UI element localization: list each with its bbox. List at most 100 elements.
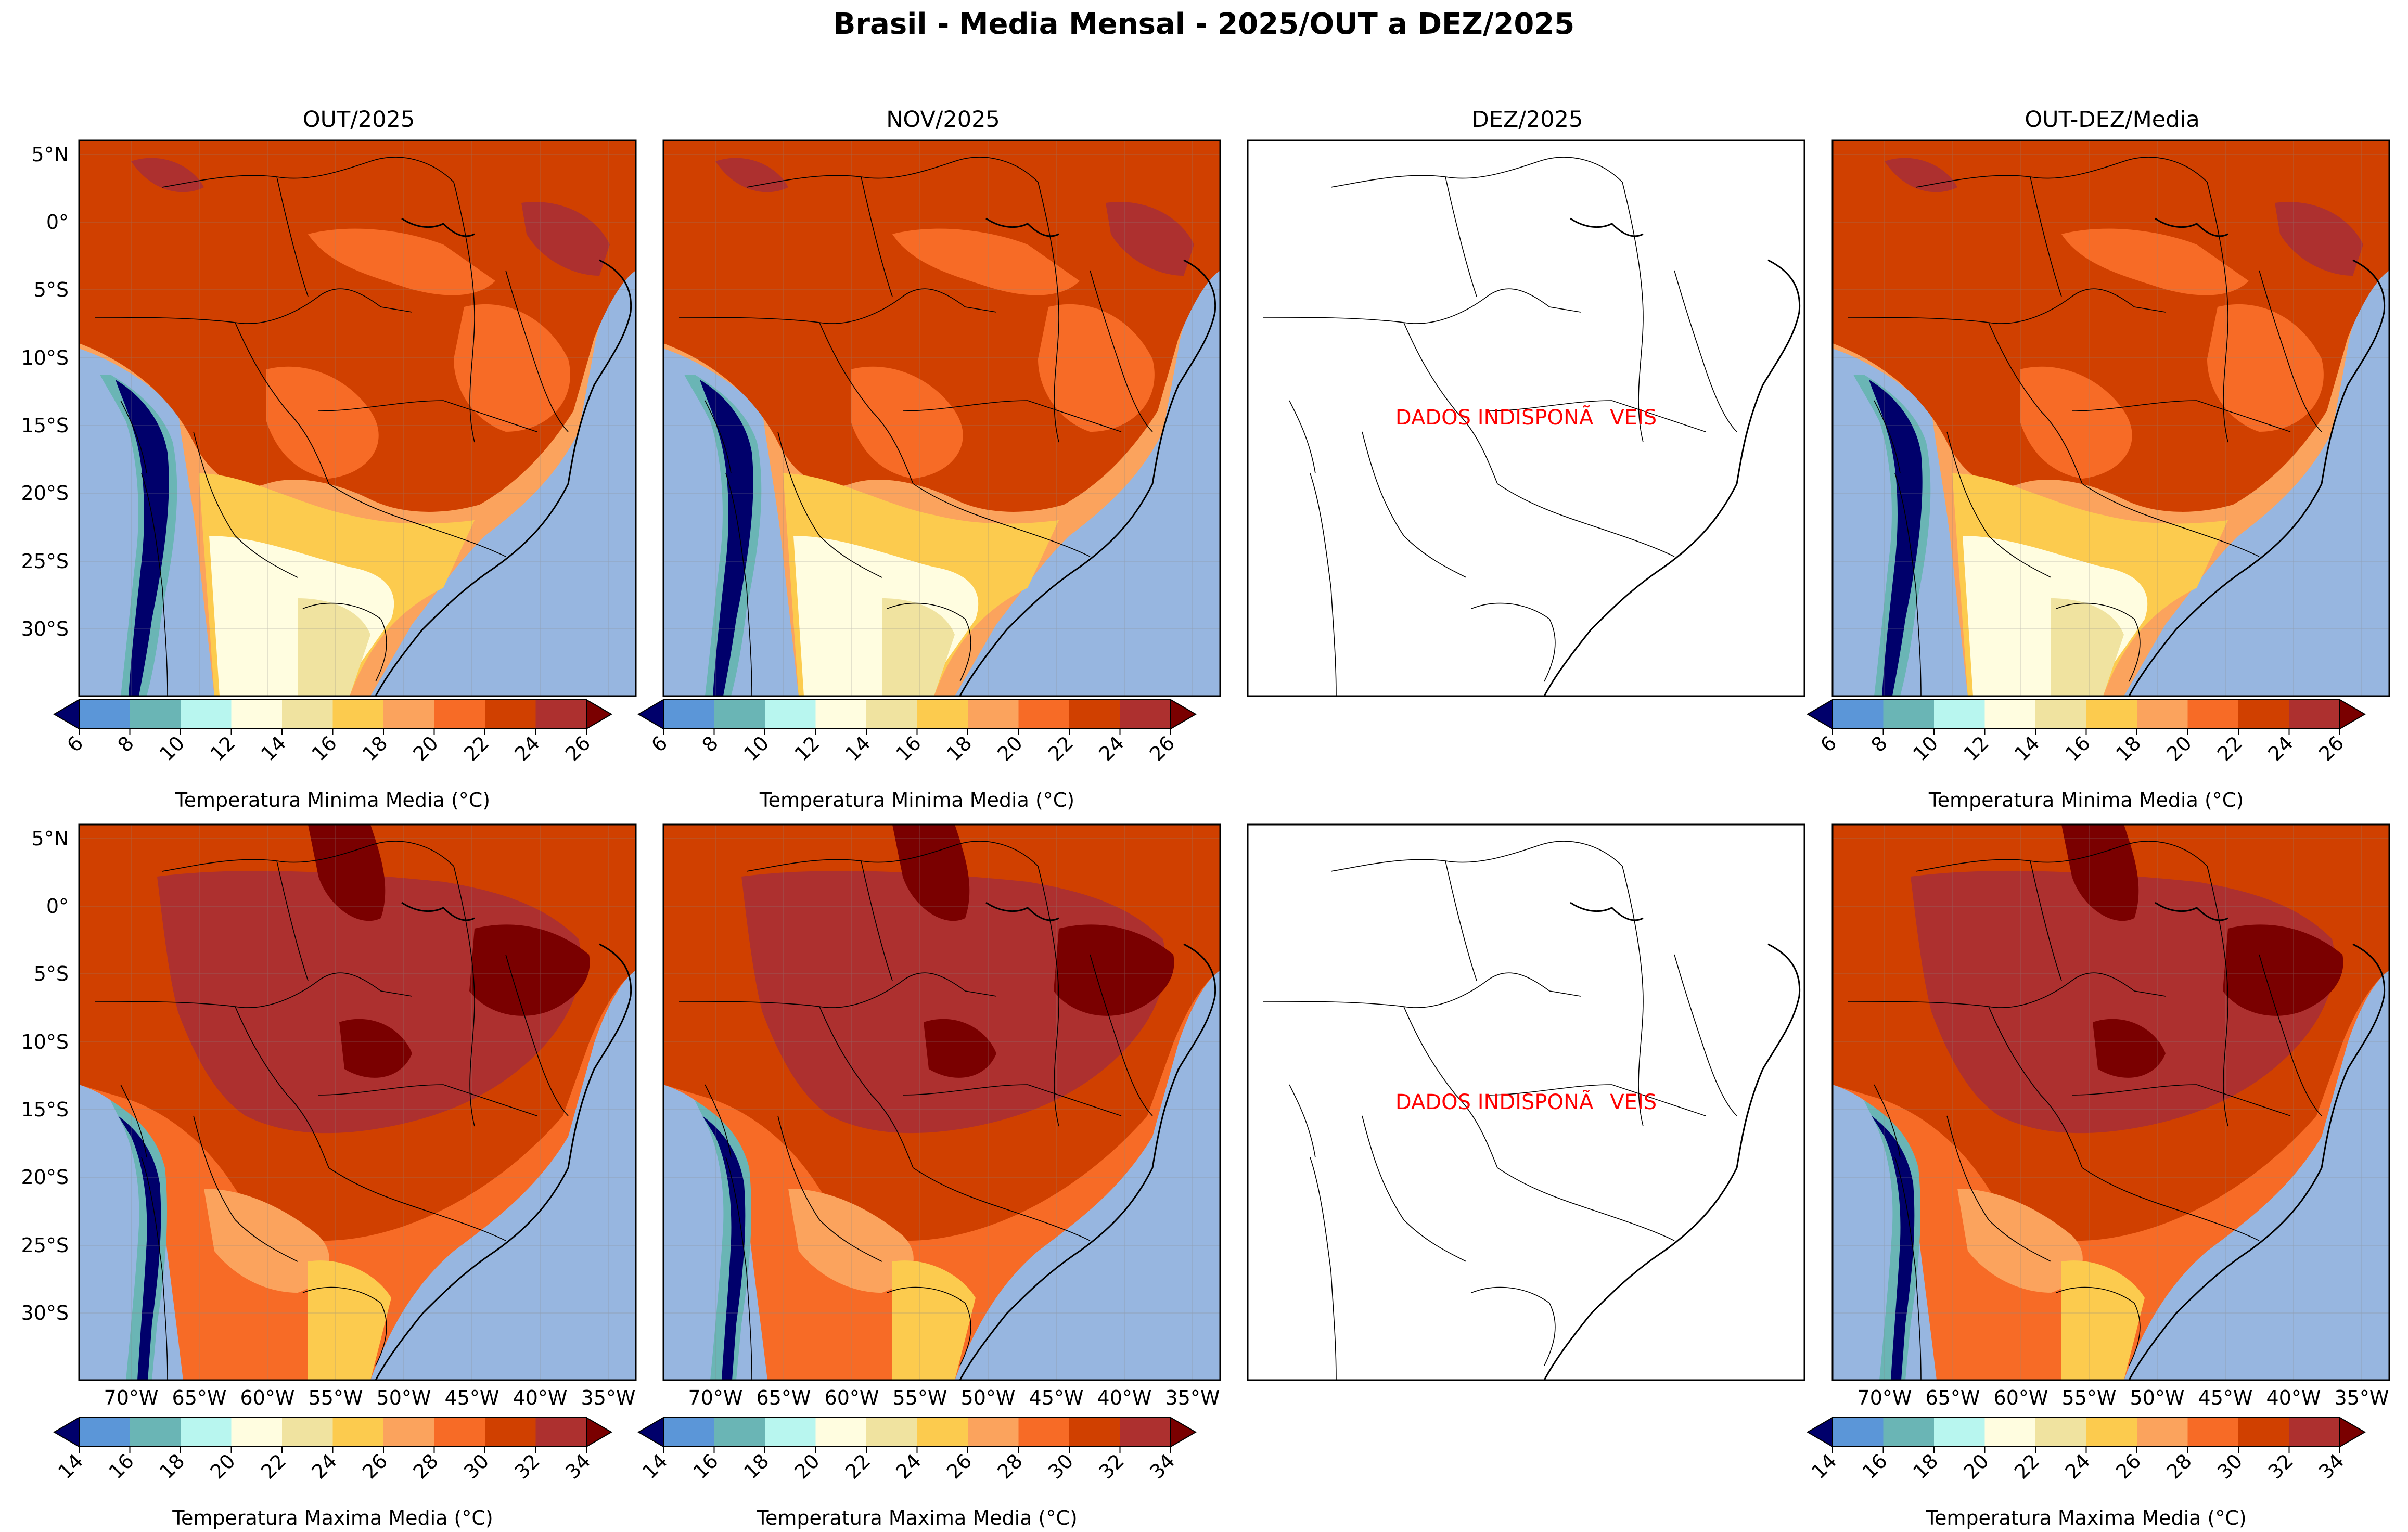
lon-tick-label: 50°W [377,1386,431,1409]
colorbar-tick-label: 18 [1909,1449,1942,1483]
colorbar-segment [1984,700,2036,729]
colorbar-segment [1018,1418,1070,1447]
colorbar-tick-label: 20 [206,1449,240,1483]
colorbar-tick-label: 26 [358,1449,392,1483]
colorbar: 14 16 18 20 22 24 26 28 30 32 34 Temperatura Maxima… [637,1417,1197,1529]
colorbar-tick-label: 16 [2061,731,2095,765]
colorbar-segment [1883,700,1935,729]
colorbar-under-arrow [637,699,664,730]
colorbar-segment [1069,1418,1120,1447]
lon-tick-label: 40°W [2266,1386,2321,1409]
colorbar-tick-label: 26 [2111,1449,2145,1483]
colorbar-segment [1883,1418,1935,1447]
colorbar-tick-label: 16 [892,731,926,765]
column-title-dez: DEZ/2025 [1471,107,1583,133]
colorbar-segment [1833,1418,1884,1447]
panel-min-dez [1247,139,1805,697]
colorbar-tick-label: 14 [638,1449,672,1483]
colorbar-segment [1833,700,1884,729]
colorbar-tick-label: 18 [155,1449,189,1483]
colorbar-tick-label: 16 [689,1449,723,1483]
colorbar-label: Temperatura Maxima Media (°C) [172,1507,493,1529]
lon-tick-label: 45°W [445,1386,499,1409]
colorbar-tick-label: 24 [510,731,544,765]
colorbar-label: Temperatura Minima Media (°C) [759,789,1074,812]
colorbar: 14 16 18 20 22 24 26 28 30 32 34 Temperatura Maxima… [1807,1417,2366,1529]
colorbar-under-arrow [53,699,80,730]
colorbar-tick-label: 10 [739,731,773,765]
colorbar-segment [282,1418,333,1447]
colorbar-label: Temperatura Minima Media (°C) [1928,789,2244,812]
colorbar-segment [535,1418,587,1447]
colorbar-tick-label: 30 [459,1449,493,1483]
colorbar-over-arrow [586,699,612,730]
unavailable-text-bottom: DADOS INDISPONÃVEIS [1395,1089,1657,1114]
colorbar-over-arrow [2339,1417,2366,1448]
lon-axes: 70°W 65°W 60°W 55°W 50°W 45°W 40°W 35°W 70°W 65°W… [104,1386,2389,1409]
lat-tick-label: 5°S [34,278,69,301]
colorbar-tick-label: 34 [2314,1449,2348,1483]
lat-tick-label: 25°S [21,550,69,573]
colorbar-segment [383,1418,434,1447]
column-title-out: OUT/2025 [302,107,415,133]
colorbar-tick-label: 22 [2213,731,2247,765]
colorbar-tick-label: 6 [1816,731,1841,756]
colorbar-tick-label: 26 [1145,731,1179,765]
colorbar-segment [181,700,232,729]
colorbar-tick-label: 18 [739,1449,773,1483]
colorbar-segment [79,700,130,729]
colorbar-tick-label: 26 [942,1449,976,1483]
colorbar-segment [1018,700,1070,729]
lon-tick-label: 50°W [961,1386,1016,1409]
colorbar-segment [1120,1418,1171,1447]
colorbar-segment [1120,700,1171,729]
colorbar-tick-label: 24 [892,1449,926,1483]
colorbar-segment [2238,700,2289,729]
colorbar-tick-label: 22 [1044,731,1078,765]
panel-max-media [1831,823,2390,1381]
colorbar-segment [231,1418,283,1447]
colorbar-tick-label: 24 [308,1449,341,1483]
colorbar-label: Temperatura Minima Media (°C) [175,789,490,812]
colorbar-tick-label: 12 [206,731,240,765]
colorbar-tick-label: 24 [1095,731,1129,765]
colorbar-tick-label: 8 [1867,731,1892,756]
lon-tick-label: 40°W [1097,1386,1152,1409]
colorbar-segment [917,700,968,729]
colorbar-tick-label: 14 [257,731,290,765]
colorbar-segment [485,700,536,729]
colorbar-segment [968,1418,1019,1447]
colorbar-segment [815,700,867,729]
lon-tick-label: 45°W [2198,1386,2253,1409]
colorbar-segment [332,700,384,729]
lat-tick-label: 10°S [21,1031,69,1053]
colorbar-tick-label: 30 [1044,1449,1078,1483]
colorbar: 14 16 18 20 22 24 26 28 30 32 34 Temperatura Maxima… [53,1417,612,1529]
colorbar-segment [535,700,587,729]
colorbar-tick-label: 26 [2314,731,2348,765]
lon-tick-label: 70°W [104,1386,159,1409]
column-title-nov: NOV/2025 [886,107,1000,133]
colorbar-segment [663,700,714,729]
lon-tick-label: 70°W [1858,1386,1912,1409]
colorbar-segment [79,1418,130,1447]
colorbar-tick-label: 22 [459,731,493,765]
colorbar: 6 8 10 12 14 16 18 20 22 24 26 Temperatura Minima M… [53,699,612,812]
lat-tick-label: 25°S [21,1234,69,1257]
colorbar-tick-label: 18 [358,731,392,765]
colorbar-tick-label: 14 [2010,731,2044,765]
lon-tick-label: 60°W [825,1386,879,1409]
colorbar-tick-label: 14 [1807,1449,1841,1483]
colorbar-tick-label: 26 [561,731,595,765]
colorbar-segment [815,1418,867,1447]
lon-tick-label: 70°W [688,1386,743,1409]
colorbar-tick-label: 32 [2264,1449,2298,1483]
colorbar-tick-label: 8 [113,731,138,756]
lon-tick-label: 55°W [2062,1386,2117,1409]
colorbar-segment [231,700,283,729]
colorbar-tick-label: 16 [1858,1449,1892,1483]
colorbar-segment [2289,1418,2340,1447]
colorbar-segment [485,1418,536,1447]
colorbar-tick-label: 12 [790,731,824,765]
